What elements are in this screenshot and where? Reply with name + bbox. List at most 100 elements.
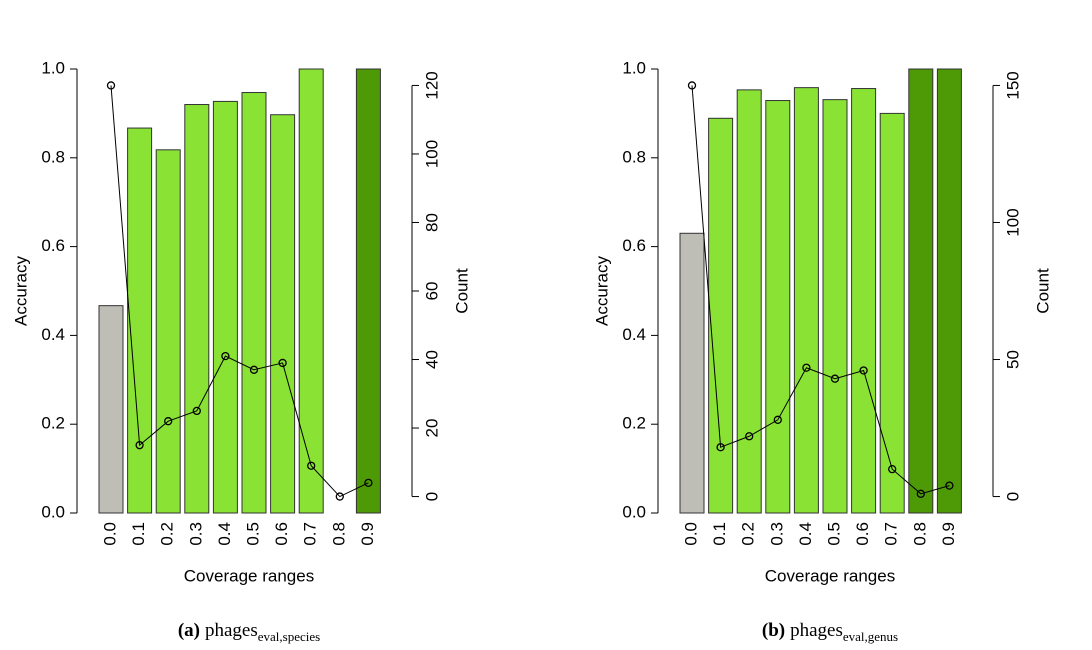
bar: [936, 68, 962, 514]
bar: [822, 99, 848, 514]
y2-tick-label: 20: [422, 419, 441, 438]
y-tick-label: 0.6: [41, 236, 65, 255]
x-tick-label: 0.4: [796, 522, 815, 546]
caption: (a) phageseval,species: [178, 620, 320, 644]
x-tick-label: 0.2: [158, 522, 177, 546]
y2-tick-label: 150: [1003, 71, 1022, 99]
y-tick-label: 0.8: [622, 147, 646, 166]
caption-label: (a): [178, 620, 200, 641]
y-axis-title: Accuracy: [592, 256, 611, 326]
count-point: [830, 374, 840, 383]
y-tick-label: 1.0: [622, 58, 646, 77]
x-axis-title: Coverage ranges: [184, 566, 314, 585]
count-point: [916, 489, 925, 498]
y-tick-label: 0.6: [622, 236, 646, 255]
caption-text: phages: [790, 620, 843, 641]
y-tick-label: 0.2: [41, 414, 65, 433]
bar: [241, 92, 267, 514]
count-point: [106, 81, 116, 90]
x-tick-label: 0.7: [301, 522, 320, 546]
y2-tick-label: 0: [422, 492, 441, 501]
y-tick-label: 0.4: [622, 325, 646, 344]
count-point: [888, 464, 897, 474]
y2-tick-label: 40: [422, 350, 441, 369]
x-tick-label: 0.3: [767, 522, 786, 546]
y-axis-title: Accuracy: [11, 256, 30, 326]
bar: [765, 100, 791, 514]
count-point: [773, 415, 782, 424]
bar: [155, 149, 181, 514]
count-point: [364, 478, 373, 488]
count-point: [802, 363, 811, 372]
bar: [908, 68, 934, 514]
y2-axis-title: Count: [1033, 268, 1052, 314]
count-point: [745, 432, 754, 441]
x-tick-label: 0.3: [186, 522, 205, 546]
count-line: [691, 85, 950, 495]
bar: [679, 232, 705, 514]
bar: [298, 68, 324, 514]
caption-text: phages: [205, 620, 258, 641]
x-tick-label: 0.1: [710, 522, 729, 546]
count-point: [716, 443, 725, 452]
y-tick-label: 0.0: [41, 502, 65, 521]
x-tick-label: 0.6: [853, 522, 872, 546]
x-tick-label: 0.9: [358, 522, 377, 546]
y2-tick-label: 100: [422, 140, 441, 168]
count-point: [335, 492, 344, 501]
y-tick-label: 1.0: [41, 58, 65, 77]
caption-label: (b): [762, 620, 785, 641]
x-tick-label: 0.5: [243, 522, 262, 546]
count-point: [859, 366, 868, 375]
caption-subscript: eval,species: [258, 629, 320, 644]
count-point: [307, 461, 316, 470]
y2-tick-label: 120: [422, 71, 441, 99]
x-tick-label: 0.0: [100, 522, 119, 546]
x-tick-label: 0.2: [739, 522, 758, 546]
caption: (b) phageseval,genus: [762, 620, 898, 644]
x-tick-label: 0.8: [910, 522, 929, 546]
count-point: [221, 351, 230, 361]
x-tick-label: 0.7: [882, 522, 901, 546]
y2-tick-label: 80: [422, 213, 441, 232]
x-tick-label: 0.1: [129, 522, 148, 546]
count-point: [164, 417, 173, 426]
count-point: [687, 81, 697, 90]
count-point: [135, 441, 144, 450]
bar: [879, 112, 905, 514]
bar: [270, 114, 296, 514]
bar: [184, 104, 210, 514]
bar: [98, 305, 124, 514]
y2-tick-label: 0: [1003, 492, 1022, 501]
bar: [851, 88, 877, 514]
count-point: [192, 406, 201, 416]
y2-tick-label: 50: [1003, 350, 1022, 369]
y-tick-label: 0.8: [41, 147, 65, 166]
x-tick-label: 0.0: [681, 522, 700, 546]
y-tick-label: 0.2: [622, 414, 646, 433]
x-tick-label: 0.9: [939, 522, 958, 546]
count-point: [249, 365, 259, 374]
caption-subscript: eval,genus: [843, 629, 898, 644]
x-tick-label: 0.8: [329, 522, 348, 546]
count-point: [278, 358, 287, 368]
y2-axis-title: Count: [452, 268, 471, 314]
count-point: [945, 481, 954, 490]
bar: [736, 89, 762, 514]
bar: [793, 87, 819, 514]
count-line: [110, 85, 369, 498]
x-tick-label: 0.6: [272, 522, 291, 546]
y2-tick-label: 100: [1003, 208, 1022, 236]
x-tick-label: 0.4: [215, 522, 234, 546]
bar: [708, 117, 734, 514]
bar: [355, 68, 381, 514]
y-tick-label: 0.4: [41, 325, 65, 344]
y-tick-label: 0.0: [622, 502, 646, 521]
bar: [127, 127, 153, 514]
x-tick-label: 0.5: [824, 522, 843, 546]
x-axis-title: Coverage ranges: [765, 566, 895, 585]
y2-tick-label: 60: [422, 282, 441, 301]
bar: [212, 100, 238, 514]
